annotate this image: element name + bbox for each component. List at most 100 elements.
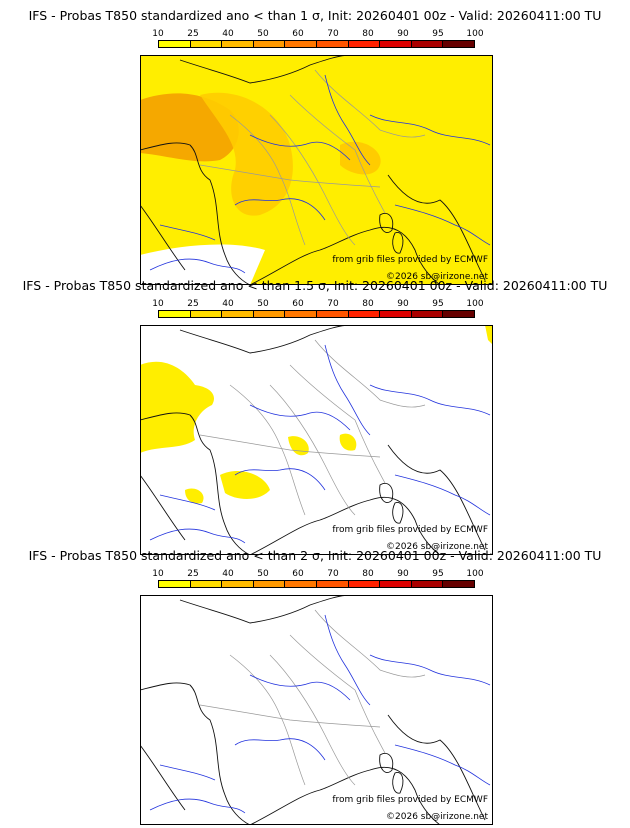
river xyxy=(369,654,491,686)
admin-border xyxy=(199,164,381,188)
map-frame xyxy=(140,55,493,285)
scale-tick-label: 10 xyxy=(152,569,164,579)
scale-swatch xyxy=(253,41,286,47)
credit-copyright: ©2026 sb@irizone.net xyxy=(386,812,488,822)
coastline xyxy=(179,55,351,84)
coastline xyxy=(140,744,186,811)
color-scale-bar xyxy=(158,580,475,588)
river xyxy=(234,738,326,761)
coastline xyxy=(140,142,251,285)
coastline xyxy=(387,714,486,821)
river xyxy=(249,674,351,701)
admin-border xyxy=(199,434,381,458)
scale-tick-label: 25 xyxy=(187,299,199,309)
scale-tick-label: 90 xyxy=(397,569,409,579)
credit-copyright: ©2026 sb@irizone.net xyxy=(386,542,488,552)
scale-labels: 10 25 40 50 60 70 80 90 95 100 xyxy=(150,29,490,41)
coastline xyxy=(379,482,394,504)
river xyxy=(324,74,371,166)
scale-tick-label: 80 xyxy=(362,299,374,309)
scale-tick-label: 95 xyxy=(432,569,444,579)
river xyxy=(234,468,326,491)
coastline xyxy=(392,502,404,524)
credit-source: from grib files provided by ECMWF xyxy=(332,525,488,535)
admin-border xyxy=(269,654,356,786)
admin-border xyxy=(269,114,356,246)
map-frame xyxy=(140,595,493,825)
scale-tick-label: 70 xyxy=(327,569,339,579)
scale-swatch xyxy=(222,581,254,587)
no-prob-area xyxy=(140,244,265,285)
river xyxy=(249,134,351,161)
coastline xyxy=(249,496,441,555)
scale-tick-label: 70 xyxy=(327,299,339,309)
river xyxy=(369,114,491,146)
scale-swatch xyxy=(190,311,223,317)
scale-swatch xyxy=(285,581,317,587)
prob-area-low xyxy=(339,433,357,451)
scale-swatch xyxy=(411,581,444,587)
map-svg xyxy=(140,55,493,285)
map-panel: IFS - Probas T850 standardized ano < tha… xyxy=(0,8,630,285)
coastline xyxy=(140,682,251,825)
river xyxy=(149,798,246,814)
scale-tick-label: 10 xyxy=(152,29,164,39)
scale-tick-label: 100 xyxy=(466,569,484,579)
river xyxy=(324,614,371,706)
scale-swatch xyxy=(443,41,474,47)
prob-area-low xyxy=(485,325,493,345)
scale-tick-label: 40 xyxy=(222,299,234,309)
scale-swatch xyxy=(222,41,254,47)
scale-swatch xyxy=(316,581,349,587)
scale-tick-label: 100 xyxy=(466,29,484,39)
coastline xyxy=(379,752,394,774)
admin-border xyxy=(229,384,306,516)
river xyxy=(324,344,371,436)
scale-swatch xyxy=(316,41,349,47)
map-frame xyxy=(140,325,493,555)
panel-title: IFS - Probas T850 standardized ano < tha… xyxy=(28,8,602,23)
river xyxy=(159,764,216,781)
coastline xyxy=(249,226,441,285)
panel-title: IFS - Probas T850 standardized ano < tha… xyxy=(22,278,608,293)
scale-swatch xyxy=(380,581,412,587)
prob-area-low xyxy=(340,215,493,285)
scale-tick-label: 95 xyxy=(432,299,444,309)
river xyxy=(249,404,351,431)
scale-swatch xyxy=(348,311,381,317)
river xyxy=(394,744,491,786)
coastline xyxy=(179,325,351,354)
scale-tick-label: 100 xyxy=(466,299,484,309)
scale-tick-label: 25 xyxy=(187,29,199,39)
river xyxy=(149,528,246,544)
river xyxy=(159,494,216,511)
scale-tick-label: 80 xyxy=(362,29,374,39)
scale-swatch xyxy=(253,311,286,317)
admin-border xyxy=(199,704,381,728)
admin-border xyxy=(229,654,306,786)
map-area: from grib files provided by ECMWF ©2026 s… xyxy=(140,55,493,285)
scale-tick-label: 50 xyxy=(257,29,269,39)
scale-swatch xyxy=(190,581,223,587)
scale-swatch xyxy=(285,311,317,317)
scale-swatch xyxy=(348,41,381,47)
map-panel: IFS - Probas T850 standardized ano < tha… xyxy=(0,278,630,555)
scale-swatch xyxy=(285,41,317,47)
river xyxy=(369,384,491,416)
river xyxy=(149,258,246,274)
river xyxy=(234,198,326,221)
scale-swatch xyxy=(443,311,474,317)
river xyxy=(159,224,216,241)
coastline xyxy=(140,204,186,271)
scale-tick-label: 40 xyxy=(222,29,234,39)
scale-tick-label: 50 xyxy=(257,299,269,309)
credit-copyright: ©2026 sb@irizone.net xyxy=(386,272,488,282)
prob-area-low xyxy=(220,470,270,499)
scale-tick-label: 50 xyxy=(257,569,269,579)
admin-border xyxy=(314,69,426,138)
scale-swatch xyxy=(316,311,349,317)
prob-area-mid xyxy=(340,141,381,175)
scale-tick-label: 10 xyxy=(152,299,164,309)
scale-tick-label: 25 xyxy=(187,569,199,579)
scale-tick-label: 95 xyxy=(432,29,444,39)
